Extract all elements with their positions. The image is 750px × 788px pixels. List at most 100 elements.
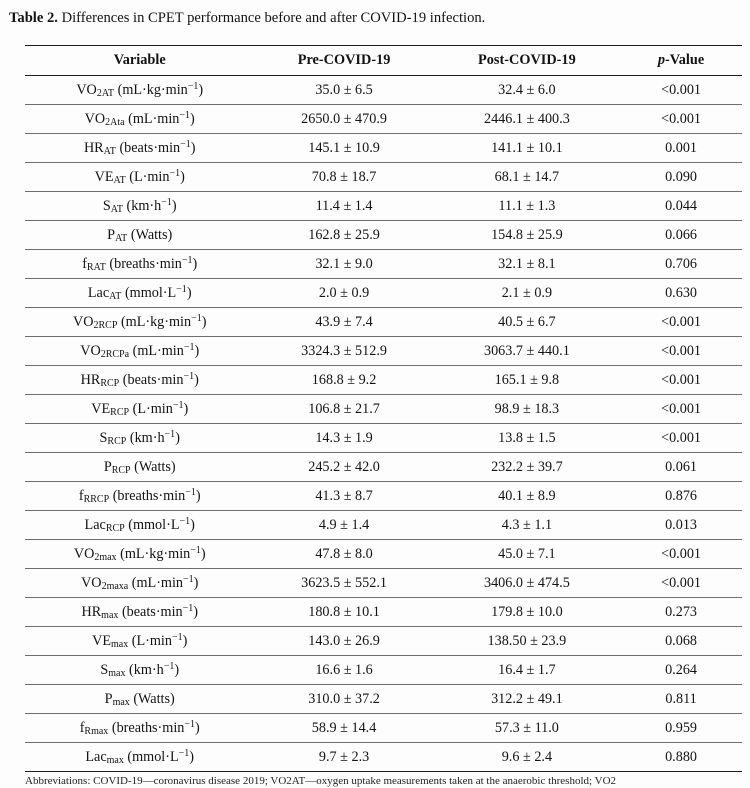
variable-cell: Pmax (Watts): [25, 684, 255, 714]
pre-covid-value: 16.6 ± 1.6: [254, 655, 434, 685]
pre-covid-value: 2650.0 ± 470.9: [254, 104, 434, 134]
post-covid-value: 312.2 ± 49.1: [433, 684, 621, 714]
table-row: HRAT (beats·min−1) 145.1 ± 10.9 141.1 ± …: [25, 133, 742, 163]
p-value: 0.090: [620, 162, 742, 192]
post-covid-value: 165.1 ± 9.8: [433, 365, 621, 395]
variable-cell: VO2RCP (mL·kg·min−1): [25, 307, 255, 337]
variable-cell: VO2RCPa (mL·min−1): [25, 336, 255, 366]
pre-covid-value: 11.4 ± 1.4: [254, 191, 434, 221]
table-row: fRAT (breaths·min−1) 32.1 ± 9.0 32.1 ± 8…: [25, 249, 742, 279]
table-row: VO2maxa (mL·min−1) 3623.5 ± 552.1 3406.0…: [25, 568, 742, 598]
table-row: fRmax (breaths·min−1) 58.9 ± 14.4 57.3 ±…: [25, 713, 742, 743]
p-value: <0.001: [620, 539, 742, 569]
pre-covid-value: 47.8 ± 8.0: [254, 539, 434, 569]
post-covid-value: 16.4 ± 1.7: [433, 655, 621, 685]
p-value: 0.811: [620, 684, 742, 714]
post-covid-value: 32.4 ± 6.0: [433, 75, 621, 105]
pre-covid-value: 35.0 ± 6.5: [254, 75, 434, 105]
caption-label: Table 2.: [9, 10, 58, 26]
p-value: 0.273: [620, 597, 742, 627]
pre-covid-value: 310.0 ± 37.2: [254, 684, 434, 714]
variable-cell: VO2Ata (mL·min−1): [25, 104, 255, 134]
pre-covid-value: 4.9 ± 1.4: [254, 510, 434, 540]
variable-cell: VO2max (mL·kg·min−1): [25, 539, 255, 569]
variable-cell: VO2maxa (mL·min−1): [25, 568, 255, 598]
pre-covid-value: 245.2 ± 42.0: [254, 452, 434, 482]
table-row: VO2RCPa (mL·min−1) 3324.3 ± 512.9 3063.7…: [25, 336, 742, 366]
variable-cell: PAT (Watts): [25, 220, 255, 250]
table-row: Pmax (Watts) 310.0 ± 37.2 312.2 ± 49.1 0…: [25, 684, 742, 714]
table-row: VERCP (L·min−1) 106.8 ± 21.7 98.9 ± 18.3…: [25, 394, 742, 424]
table-row: VO2RCP (mL·kg·min−1) 43.9 ± 7.4 40.5 ± 6…: [25, 307, 742, 337]
p-value: 0.264: [620, 655, 742, 685]
p-value: 0.959: [620, 713, 742, 743]
variable-cell: fRmax (breaths·min−1): [25, 713, 255, 743]
variable-cell: LacRCP (mmol·L−1): [25, 510, 255, 540]
variable-cell: LacAT (mmol·L−1): [25, 278, 255, 308]
p-value: <0.001: [620, 336, 742, 366]
p-value: 0.630: [620, 278, 742, 308]
p-value: <0.001: [620, 568, 742, 598]
p-value: <0.001: [620, 307, 742, 337]
table-row: LacAT (mmol·L−1) 2.0 ± 0.9 2.1 ± 0.9 0.6…: [25, 278, 742, 308]
table-row: PAT (Watts) 162.8 ± 25.9 154.8 ± 25.9 0.…: [25, 220, 742, 250]
variable-cell: HRmax (beats·min−1): [25, 597, 255, 627]
post-covid-value: 232.2 ± 39.7: [433, 452, 621, 482]
pre-covid-value: 2.0 ± 0.9: [254, 278, 434, 308]
column-header-pre-covid: Pre-COVID-19: [297, 52, 391, 68]
variable-cell: fRRCP (breaths·min−1): [25, 481, 255, 511]
table-row: fRRCP (breaths·min−1) 41.3 ± 8.7 40.1 ± …: [25, 481, 742, 511]
table-row: VO2max (mL·kg·min−1) 47.8 ± 8.0 45.0 ± 7…: [25, 539, 742, 569]
column-header-variable: Variable: [113, 52, 166, 68]
post-covid-value: 45.0 ± 7.1: [433, 539, 621, 569]
pre-covid-value: 145.1 ± 10.9: [254, 133, 434, 163]
variable-cell: VERCP (L·min−1): [25, 394, 255, 424]
pre-covid-value: 9.7 ± 2.3: [254, 742, 434, 772]
table-row: Lacmax (mmol·L−1) 9.7 ± 2.3 9.6 ± 2.4 0.…: [25, 742, 742, 772]
post-covid-value: 13.8 ± 1.5: [433, 423, 621, 453]
p-value: 0.061: [620, 452, 742, 482]
table-row: VO2AT (mL·kg·min−1) 35.0 ± 6.5 32.4 ± 6.…: [25, 75, 742, 105]
p-value: 0.044: [620, 191, 742, 221]
table-row: SRCP (km·h−1) 14.3 ± 1.9 13.8 ± 1.5 <0.0…: [25, 423, 742, 453]
pre-covid-value: 106.8 ± 21.7: [254, 394, 434, 424]
post-covid-value: 9.6 ± 2.4: [433, 742, 621, 772]
table-row: PRCP (Watts) 245.2 ± 42.0 232.2 ± 39.7 0…: [25, 452, 742, 482]
pre-covid-value: 3623.5 ± 552.1: [254, 568, 434, 598]
post-covid-value: 3406.0 ± 474.5: [433, 568, 621, 598]
pre-covid-value: 43.9 ± 7.4: [254, 307, 434, 337]
variable-cell: VEAT (L·min−1): [25, 162, 255, 192]
p-value: 0.001: [620, 133, 742, 163]
pre-covid-value: 14.3 ± 1.9: [254, 423, 434, 453]
pre-covid-value: 143.0 ± 26.9: [254, 626, 434, 656]
post-covid-value: 40.5 ± 6.7: [433, 307, 621, 337]
table-row: VO2Ata (mL·min−1) 2650.0 ± 470.9 2446.1 …: [25, 104, 742, 134]
table-header: Variable Pre-COVID-19 Post-COVID-19 p-Va…: [25, 45, 742, 76]
table-row: VEmax (L·min−1) 143.0 ± 26.9 138.50 ± 23…: [25, 626, 742, 656]
pre-covid-value: 162.8 ± 25.9: [254, 220, 434, 250]
table-footnote: Abbreviations: COVID-19—coronavirus dise…: [25, 775, 617, 787]
variable-cell: fRAT (breaths·min−1): [25, 249, 255, 279]
post-covid-value: 98.9 ± 18.3: [433, 394, 621, 424]
post-covid-value: 179.8 ± 10.0: [433, 597, 621, 627]
pre-covid-value: 70.8 ± 18.7: [254, 162, 434, 192]
post-covid-value: 141.1 ± 10.1: [433, 133, 621, 163]
p-value: 0.706: [620, 249, 742, 279]
table-row: HRRCP (beats·min−1) 168.8 ± 9.2 165.1 ± …: [25, 365, 742, 395]
p-value: 0.013: [620, 510, 742, 540]
table-row: VEAT (L·min−1) 70.8 ± 18.7 68.1 ± 14.7 0…: [25, 162, 742, 192]
p-value: 0.876: [620, 481, 742, 511]
post-covid-value: 154.8 ± 25.9: [433, 220, 621, 250]
table-body: VO2AT (mL·kg·min−1) 35.0 ± 6.5 32.4 ± 6.…: [25, 75, 742, 772]
table-row: HRmax (beats·min−1) 180.8 ± 10.1 179.8 ±…: [25, 597, 742, 627]
cpet-table: Variable Pre-COVID-19 Post-COVID-19 p-Va…: [25, 45, 742, 772]
post-covid-value: 11.1 ± 1.3: [433, 191, 621, 221]
p-value: <0.001: [620, 423, 742, 453]
variable-cell: SAT (km·h−1): [25, 191, 255, 221]
p-value-italic: p: [657, 52, 666, 68]
caption-text: Differences in CPET performance before a…: [57, 10, 486, 26]
column-header-post-covid: Post-COVID-19: [478, 52, 576, 68]
variable-cell: HRRCP (beats·min−1): [25, 365, 255, 395]
p-value: 0.068: [620, 626, 742, 656]
pre-covid-value: 41.3 ± 8.7: [254, 481, 434, 511]
